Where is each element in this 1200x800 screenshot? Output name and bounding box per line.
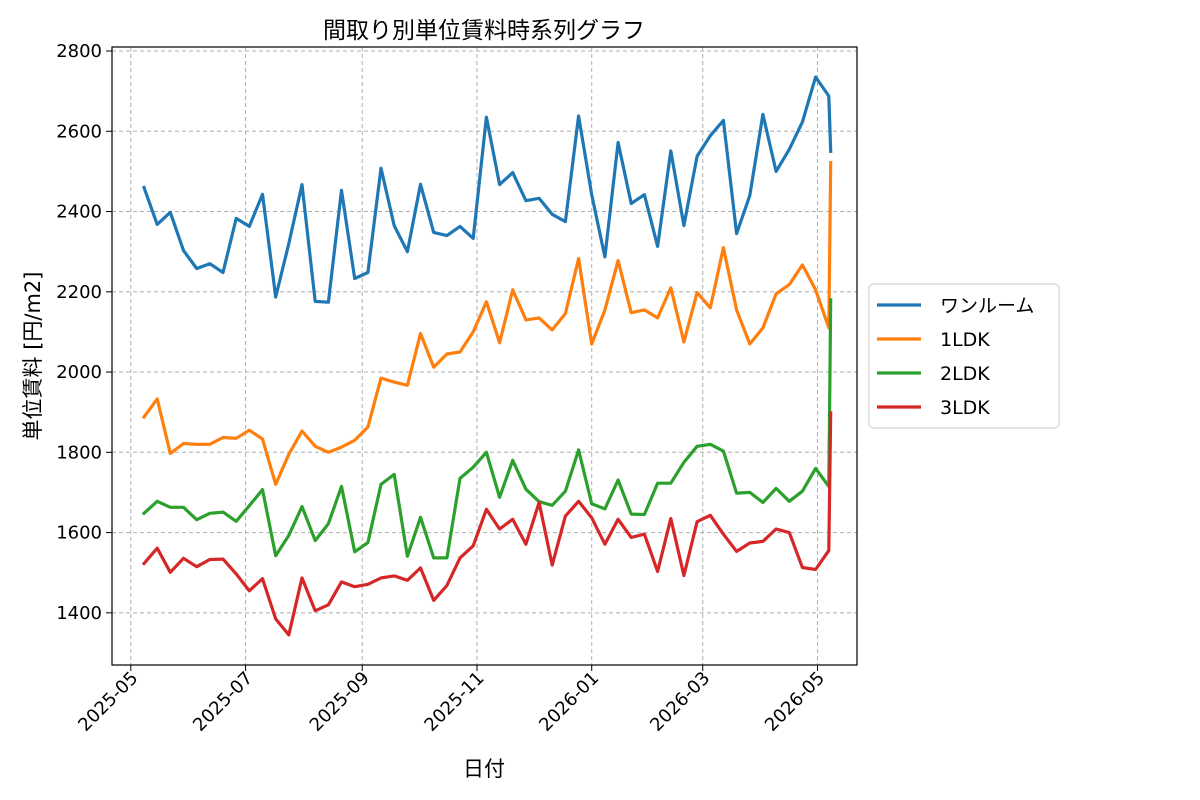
x-axis: 2025-05 2025-07 2025-09 2025-11 2026-01 2026-… xyxy=(74,665,829,736)
y-tick-label: 2400 xyxy=(56,202,102,223)
x-tick-label: 2026-05 xyxy=(761,668,829,736)
series-line-1 xyxy=(141,75,833,304)
y-tick-label: 2000 xyxy=(56,362,102,383)
y-tick-label: 1600 xyxy=(56,523,102,544)
x-tick-label: 2026-01 xyxy=(535,668,603,736)
x-tick-label: 2026-03 xyxy=(646,668,714,736)
legend: ワンルーム 1LDK 2LDK 3LDK xyxy=(868,283,1060,429)
x-axis-title: 日付 xyxy=(463,757,505,781)
x-tick-label: 2025-07 xyxy=(189,668,257,736)
y-axis: 1400 1600 1800 2000 2200 2400 2600 2800 xyxy=(56,41,112,624)
legend-label-1: ワンルーム xyxy=(940,295,1034,317)
legend-label-3: 2LDK xyxy=(940,363,990,385)
y-tick-label: 1400 xyxy=(56,603,102,624)
y-axis-title: 単位賃料 [円/m2] xyxy=(21,272,45,441)
series-line-4 xyxy=(141,411,833,637)
series-lines xyxy=(141,75,833,637)
plot-frame xyxy=(111,46,858,666)
y-tick-label: 2200 xyxy=(56,282,102,303)
chart-title: 間取り別単位賃料時系列グラフ xyxy=(323,18,645,44)
y-tick-label: 2800 xyxy=(56,41,102,62)
legend-box xyxy=(868,283,1060,429)
x-tick-label: 2025-11 xyxy=(420,668,488,736)
y-tick-label: 1800 xyxy=(56,442,102,463)
series-line-2 xyxy=(141,160,833,486)
y-tick-label: 2600 xyxy=(56,121,102,142)
series-line-3 xyxy=(141,298,833,560)
x-tick-label: 2025-09 xyxy=(306,668,374,736)
x-tick-label: 2025-05 xyxy=(74,668,142,736)
legend-label-2: 1LDK xyxy=(940,329,990,351)
legend-label-4: 3LDK xyxy=(940,397,990,419)
